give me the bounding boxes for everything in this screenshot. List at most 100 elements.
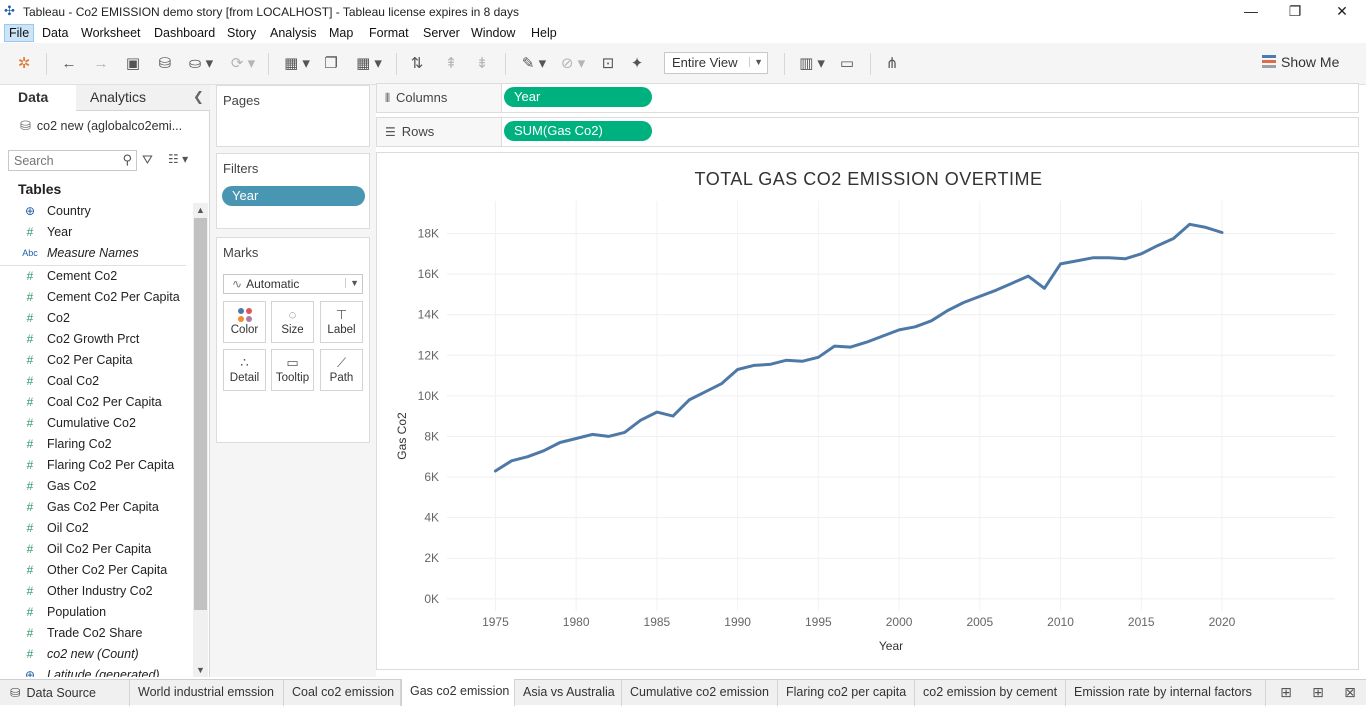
path-button[interactable]: ⟋ Path [320, 349, 363, 391]
label-button[interactable]: ⊤ Label [320, 301, 363, 343]
new-datasource-icon[interactable]: ⛁ [158, 55, 172, 72]
show-mark-labels-icon[interactable]: ⊡ [601, 55, 615, 72]
field-search-input[interactable] [9, 151, 114, 170]
columns-shelf[interactable]: ⫴ Columns Year [376, 83, 1359, 113]
field-item[interactable]: # Flaring Co2 Per Capita [0, 455, 192, 476]
sheet-tab[interactable]: Asia vs Australia [515, 680, 622, 706]
view-options-icon[interactable]: ☷ ▾ [168, 152, 189, 166]
show-cards-icon[interactable]: ▥ ▾ [799, 55, 825, 72]
menu-server[interactable]: Server [423, 26, 460, 40]
field-item[interactable]: # Population [0, 602, 192, 623]
new-dashboard-icon[interactable]: ⊞ [1312, 684, 1324, 700]
filters-card-title: Filters [223, 161, 259, 176]
tab-data[interactable]: Data [0, 85, 76, 111]
sheet-tab[interactable]: Cumulative co2 emission [622, 680, 778, 706]
field-item[interactable]: # Oil Co2 Per Capita [0, 539, 192, 560]
tab-analytics[interactable]: Analytics [90, 89, 147, 105]
mark-type-dropdown[interactable]: ∿ Automatic ▼ [223, 274, 363, 294]
close-button[interactable]: ✕ [1336, 3, 1348, 19]
field-list-scrollbar[interactable]: ▲ ▼ [193, 203, 208, 677]
menu-dashboard[interactable]: Dashboard [154, 26, 216, 40]
fit-dropdown[interactable]: Entire View ▼ [664, 52, 768, 74]
line-chart[interactable]: 0K 2K 4K 6K 8K 10K 12K 14K 16K 18K 1975 1980 1985 199… [377, 153, 1360, 671]
swap-rows-columns-icon[interactable]: ⇅ [410, 55, 424, 72]
field-item[interactable]: ⊕ Latitude (generated) [0, 665, 192, 677]
presentation-mode-icon[interactable]: ▭ [839, 55, 855, 72]
sheet-tab[interactable]: World industrial emssion [130, 680, 284, 706]
sort-ascending-icon[interactable]: ⇞ [444, 55, 458, 72]
new-story-icon[interactable]: ⊠ [1344, 684, 1356, 700]
field-item[interactable]: # Flaring Co2 [0, 434, 192, 455]
field-item[interactable]: Abc Measure Names [0, 243, 186, 266]
filters-card[interactable]: Filters Year [216, 153, 370, 229]
undo-icon[interactable]: ← [61, 55, 77, 72]
clear-sheet-icon[interactable]: ▦ ▾ [356, 55, 382, 72]
group-members-icon[interactable]: ⊘ ▾ [560, 55, 586, 72]
tooltip-button[interactable]: ▭ Tooltip [271, 349, 314, 391]
field-item[interactable]: # Cement Co2 Per Capita [0, 287, 192, 308]
columns-pill-year[interactable]: Year [504, 87, 652, 107]
field-item[interactable]: # Coal Co2 Per Capita [0, 392, 192, 413]
refresh-icon[interactable]: ⟳ ▾ [230, 55, 256, 72]
datasource-item[interactable]: ⛁ co2 new (aglobalco2emi... [20, 118, 182, 134]
share-icon[interactable]: ⋔ [885, 55, 899, 72]
new-worksheet-icon[interactable]: ⊞ [1280, 684, 1292, 700]
scroll-down-icon[interactable]: ▼ [196, 665, 205, 675]
menu-analysis[interactable]: Analysis [270, 26, 317, 40]
rows-shelf[interactable]: ☰ Rows SUM(Gas Co2) [376, 117, 1359, 147]
field-item[interactable]: ⊕ Country [0, 201, 192, 222]
field-item[interactable]: # Other Co2 Per Capita [0, 560, 192, 581]
sheet-tab[interactable]: Emission rate by internal factors [1066, 680, 1266, 706]
detail-button[interactable]: ∴ Detail [223, 349, 266, 391]
menu-data[interactable]: Data [42, 26, 69, 40]
sheet-tab[interactable]: co2 emission by cement [915, 680, 1066, 706]
field-item[interactable]: # Cement Co2 [0, 266, 192, 287]
field-item[interactable]: # Cumulative Co2 [0, 413, 192, 434]
new-worksheet-icon[interactable]: ▦ ▾ [284, 55, 310, 72]
sort-descending-icon[interactable]: ⇟ [475, 55, 489, 72]
tab-data-source[interactable]: ⛁ Data Source [0, 680, 130, 706]
pages-card[interactable]: Pages [216, 85, 370, 147]
field-item[interactable]: # Co2 Growth Prct [0, 329, 192, 350]
viz-area[interactable]: TOTAL GAS CO2 EMISSION OVERTIME 0K 2K 4K 6K… [376, 152, 1359, 670]
field-item[interactable]: # co2 new (Count) [0, 644, 192, 665]
field-item[interactable]: # Oil Co2 [0, 518, 192, 539]
menu-help[interactable]: Help [531, 26, 557, 40]
sheet-tab-selected[interactable]: Gas co2 emission [401, 679, 515, 706]
scroll-up-icon[interactable]: ▲ [196, 205, 205, 215]
menu-window[interactable]: Window [471, 26, 516, 40]
size-button[interactable]: ◌ Size [271, 301, 314, 343]
tableau-home-icon[interactable]: ✲ [17, 55, 31, 72]
rows-pill-sum-gas-co2[interactable]: SUM(Gas Co2) [504, 121, 652, 141]
menu-story[interactable]: Story [227, 26, 257, 40]
restore-button[interactable]: ❐ [1288, 3, 1302, 19]
highlight-icon[interactable]: ✎ ▾ [521, 55, 547, 72]
field-item[interactable]: # Coal Co2 [0, 371, 192, 392]
field-item[interactable]: # Year [0, 222, 192, 243]
menu-worksheet[interactable]: Worksheet [81, 26, 141, 40]
field-item[interactable]: # Gas Co2 [0, 476, 192, 497]
menu-format[interactable]: Format [369, 26, 409, 40]
pause-updates-icon[interactable]: ⛀ ▾ [188, 55, 214, 72]
field-item[interactable]: # Co2 Per Capita [0, 350, 192, 371]
field-item[interactable]: # Other Industry Co2 [0, 581, 192, 602]
save-icon[interactable]: ▣ [125, 55, 141, 72]
menu-file[interactable]: File [4, 24, 35, 42]
fix-axes-icon[interactable]: ✦ [630, 55, 644, 72]
minimize-button[interactable]: — [1244, 3, 1258, 19]
scrollbar-thumb[interactable] [194, 218, 207, 610]
redo-icon[interactable]: → [93, 55, 109, 72]
sheet-tab[interactable]: Coal co2 emission [284, 680, 401, 706]
menu-map[interactable]: Map [329, 26, 354, 40]
filter-pill-year[interactable]: Year [222, 186, 365, 206]
field-item[interactable]: # Trade Co2 Share [0, 623, 192, 644]
duplicate-sheet-icon[interactable]: ❐ [324, 55, 338, 72]
filter-fields-icon[interactable]: ⛛ [142, 152, 153, 167]
show-me-button[interactable]: Show Me [1262, 54, 1339, 70]
collapse-pane-icon[interactable]: ❮ [193, 89, 204, 104]
field-item[interactable]: # Gas Co2 Per Capita [0, 497, 192, 518]
field-item[interactable]: # Co2 [0, 308, 192, 329]
y-tick-label: 18K [418, 226, 439, 240]
color-button[interactable]: Color [223, 301, 266, 343]
sheet-tab[interactable]: Flaring co2 per capita [778, 680, 915, 706]
